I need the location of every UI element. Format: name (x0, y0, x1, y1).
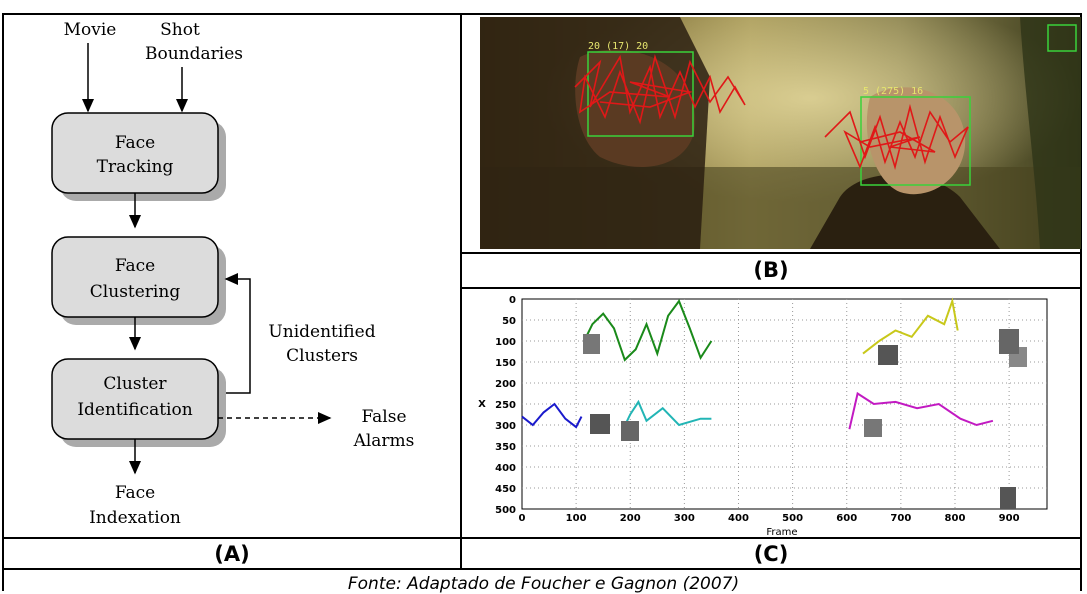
cluster-identification-line1: Cluster (103, 374, 167, 394)
x-tick-label: 500 (782, 513, 803, 524)
x-tick-label: 300 (674, 513, 695, 524)
series-line-blue (521, 402, 583, 429)
thumb-2 (590, 414, 610, 434)
caption-a: (A) (214, 542, 250, 566)
tree (1020, 17, 1081, 249)
y-tick-label: 300 (495, 421, 516, 432)
face-clustering-line2: Clustering (90, 282, 181, 302)
face-tracking-line1: Face (115, 133, 155, 153)
y-tick-label: 250 (495, 400, 516, 411)
cell-caption-c (460, 537, 1082, 570)
caption-c: (C) (753, 542, 789, 566)
thumb-5 (864, 419, 882, 437)
face-clustering-box (51, 236, 219, 318)
feedback-arrow (224, 273, 251, 394)
series-line-cyan (621, 399, 712, 432)
input-movie: Movie (64, 20, 117, 40)
thumb-1 (583, 334, 600, 354)
y-tick-label: 400 (495, 463, 516, 474)
track-label-man: 20 (17) 20 (588, 41, 648, 52)
movie-frame-photo: 20 (17) 20 5 (275) 16 (480, 17, 1081, 249)
x-tick-label: 900 (999, 513, 1020, 524)
series-line-yellow (862, 297, 959, 355)
cluster-identification-box (51, 358, 219, 440)
face-tracking-line2: Tracking (97, 157, 174, 177)
series-line-magenta (848, 391, 994, 430)
thumb-7 (999, 329, 1019, 354)
x-tick-label: 400 (728, 513, 749, 524)
y-axis-label: X (478, 399, 486, 410)
y-tick-label: 200 (495, 379, 516, 390)
flowchart: Movie Shot Boundaries Face Tracking Face… (51, 20, 415, 528)
x-tick-label: 600 (836, 513, 857, 524)
thumb-4 (878, 345, 898, 365)
thumb-3 (621, 421, 639, 441)
face-box-man (587, 51, 694, 137)
input-shot: Shot (160, 20, 200, 40)
y-tick-label: 50 (502, 316, 516, 327)
y-tick-label: 450 (495, 484, 516, 495)
false-alarms-line2: Alarms (353, 431, 415, 451)
input-boundaries: Boundaries (145, 44, 243, 64)
output-line2: Indexation (89, 508, 181, 528)
face-tracking-box (51, 112, 219, 194)
y-tick-label: 350 (495, 442, 516, 453)
cell-caption-a (2, 537, 462, 570)
cluster-identification-line2: Identification (77, 400, 192, 420)
feedback-label-line1: Unidentified (268, 322, 375, 342)
track-scribble-woman (824, 103, 969, 171)
output-line1: Face (115, 483, 155, 503)
feedback-label-line2: Clusters (286, 346, 358, 366)
plot-area (521, 298, 1048, 510)
trajectory-chart: 0 100 200 300 400 500 600 700 800 900 0 50 100 150 200… (478, 295, 1048, 537)
y-tick-label: 150 (495, 358, 516, 369)
track-label-woman: 5 (275) 16 (863, 86, 923, 97)
caption-b: (B) (753, 258, 789, 282)
series-line-green (583, 299, 713, 362)
y-tick-label: 500 (495, 505, 516, 516)
x-tick-label: 0 (519, 513, 526, 524)
x-tick-label: 800 (945, 513, 966, 524)
x-tick-label: 100 (566, 513, 587, 524)
thumb-8 (1000, 487, 1016, 509)
y-tick-label: 100 (495, 337, 516, 348)
track-scribble-man (574, 54, 746, 125)
face-clustering-line1: Face (115, 256, 155, 276)
false-alarms-line1: False (362, 407, 407, 427)
movie-frame-drawing: 20 (17) 20 5 (275) 16 (480, 17, 1081, 249)
x-axis-label: Frame (766, 527, 797, 537)
y-tick-label: 0 (509, 295, 516, 306)
x-tick-label: 700 (890, 513, 911, 524)
woman-body (810, 174, 1000, 249)
face-box-small (1047, 24, 1077, 52)
source-note: Fonte: Adaptado de Foucher e Gagnon (200… (347, 574, 740, 594)
x-tick-label: 200 (620, 513, 641, 524)
